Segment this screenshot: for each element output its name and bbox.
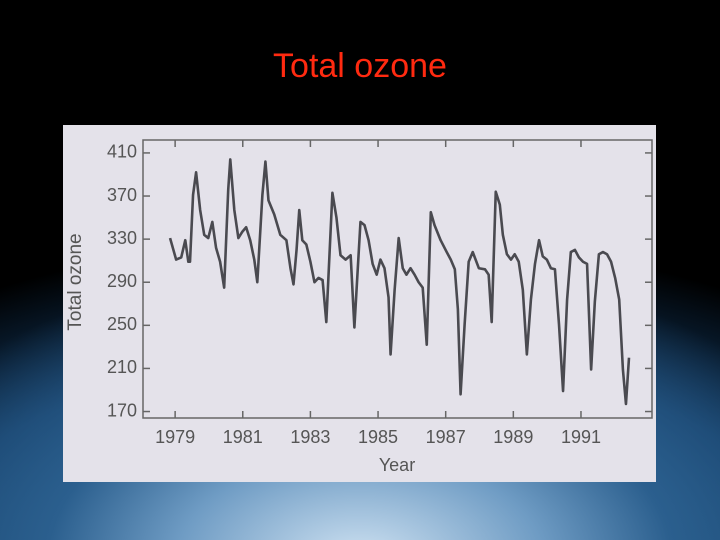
x-axis-label: Year [379, 455, 415, 475]
x-tick-label: 1981 [223, 427, 263, 447]
data-line [168, 158, 631, 406]
y-tick-label: 210 [107, 357, 137, 377]
x-tick-label: 1983 [290, 427, 330, 447]
x-tick-label: 1985 [358, 427, 398, 447]
y-tick-label: 170 [107, 400, 137, 420]
y-tick-label: 370 [107, 185, 137, 205]
x-tick-label: 1979 [155, 427, 195, 447]
y-tick-label: 330 [107, 228, 137, 248]
y-tick-label: 290 [107, 271, 137, 291]
plot-frame [142, 139, 653, 419]
x-tick-label: 1987 [426, 427, 466, 447]
slide-title: Total ozone [273, 47, 447, 85]
y-tick-label: 410 [107, 142, 137, 162]
y-axis-label: Total ozone [65, 233, 86, 330]
y-tick-label: 250 [107, 314, 137, 334]
x-tick-label: 1991 [561, 427, 601, 447]
x-tick-label: 1989 [493, 427, 533, 447]
